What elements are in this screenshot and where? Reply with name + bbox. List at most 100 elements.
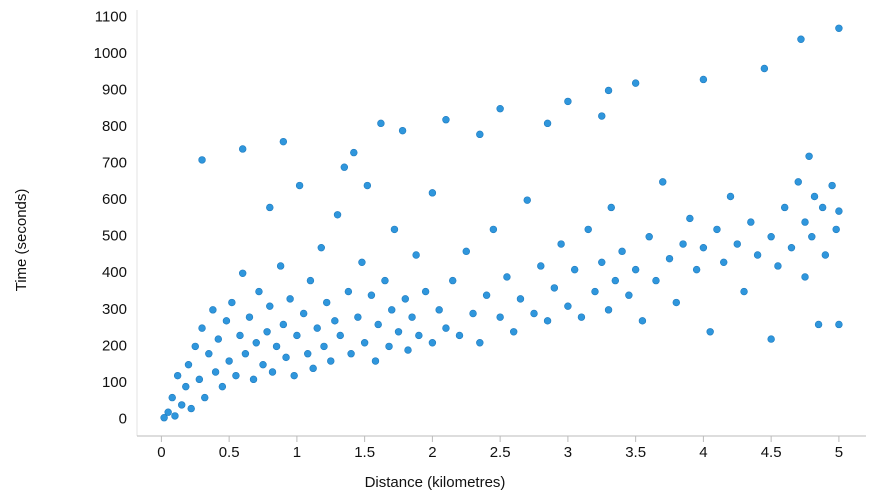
point: [187, 404, 195, 413]
point: [607, 203, 615, 212]
x-tick-label: 5: [835, 444, 843, 461]
point: [767, 233, 775, 241]
point: [476, 130, 484, 139]
x-tick-label: 0.5: [219, 444, 240, 461]
point: [496, 105, 504, 113]
point: [787, 243, 796, 252]
point: [317, 243, 325, 252]
point: [340, 163, 349, 171]
point: [810, 192, 819, 201]
point: [584, 225, 592, 234]
point: [476, 339, 484, 347]
point: [814, 320, 823, 329]
point: [374, 320, 382, 329]
point: [333, 211, 342, 219]
point: [358, 258, 366, 267]
point: [570, 265, 579, 274]
point: [631, 265, 640, 274]
point: [631, 79, 640, 87]
point: [272, 342, 281, 351]
point: [241, 350, 250, 358]
point: [428, 339, 437, 347]
point: [218, 382, 227, 391]
point: [304, 350, 312, 358]
point: [638, 317, 647, 325]
point: [692, 265, 701, 274]
point: [279, 320, 288, 329]
point: [327, 357, 335, 365]
point: [706, 328, 714, 336]
point: [178, 401, 186, 409]
point: [442, 115, 450, 124]
y-tick-label: 500: [102, 228, 127, 245]
point: [726, 192, 735, 201]
point: [279, 137, 288, 146]
point: [699, 243, 708, 252]
point: [797, 35, 805, 43]
point: [805, 152, 813, 160]
point: [266, 203, 274, 212]
point: [401, 295, 409, 303]
point: [659, 178, 667, 186]
point: [720, 258, 728, 267]
point: [489, 225, 498, 234]
point: [747, 218, 755, 226]
point: [503, 273, 511, 281]
point: [293, 331, 301, 340]
point: [232, 371, 240, 380]
point: [331, 317, 339, 325]
x-tick-label: 2.5: [490, 444, 511, 461]
point: [408, 313, 416, 321]
point: [390, 225, 399, 234]
point: [363, 181, 372, 190]
y-axis-label: Time (seconds): [13, 189, 30, 292]
point: [760, 64, 769, 73]
point: [767, 335, 775, 343]
point: [377, 119, 385, 128]
point: [214, 335, 223, 343]
point: [469, 309, 477, 318]
x-tick-label: 4: [699, 444, 707, 461]
point: [652, 276, 660, 285]
point: [164, 408, 172, 416]
point: [290, 371, 298, 380]
point: [299, 309, 308, 318]
point: [801, 273, 809, 281]
point: [168, 393, 176, 402]
point: [530, 309, 538, 318]
point: [173, 371, 182, 380]
point: [598, 112, 606, 120]
point: [591, 287, 599, 296]
point: [780, 203, 789, 212]
point: [313, 324, 321, 332]
point: [564, 302, 572, 310]
point: [195, 375, 204, 384]
point: [371, 357, 380, 365]
x-tick-label: 0: [157, 444, 165, 461]
point: [228, 298, 236, 307]
point: [225, 357, 233, 365]
point: [611, 276, 620, 285]
point: [344, 287, 353, 296]
point: [753, 251, 762, 259]
point: [238, 269, 247, 277]
y-tick-label: 600: [102, 191, 127, 208]
point: [282, 353, 290, 362]
x-tick-label: 2: [428, 444, 436, 461]
point: [263, 328, 271, 336]
point: [442, 324, 450, 332]
x-tick-label: 3: [564, 444, 572, 461]
point: [309, 364, 317, 373]
point: [672, 298, 680, 307]
point: [449, 276, 457, 285]
point: [295, 181, 304, 190]
point: [259, 360, 267, 369]
point: [182, 382, 190, 391]
point: [286, 295, 294, 303]
y-tick-label: 100: [102, 374, 127, 391]
y-tick-label: 800: [102, 118, 127, 135]
point: [557, 240, 565, 248]
x-tick-label: 4.5: [761, 444, 782, 461]
point: [598, 258, 606, 267]
